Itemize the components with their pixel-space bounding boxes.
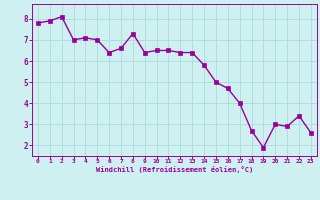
- X-axis label: Windchill (Refroidissement éolien,°C): Windchill (Refroidissement éolien,°C): [96, 166, 253, 173]
